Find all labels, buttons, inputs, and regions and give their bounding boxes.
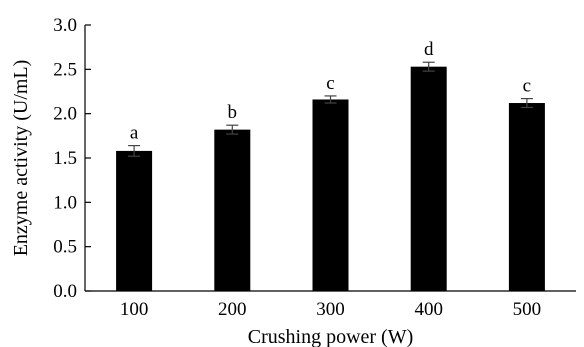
x-tick-label: 100	[120, 299, 149, 320]
bars	[116, 66, 545, 291]
significance-letter-200: b	[228, 102, 238, 123]
bar-300	[312, 99, 349, 291]
x-axis: 100 200 300 400 500	[85, 285, 576, 320]
y-tick-label: 2.0	[53, 104, 77, 125]
x-axis-title: Crushing power (W)	[248, 326, 414, 347]
bar-100	[116, 150, 153, 291]
error-bars	[128, 61, 533, 157]
y-tick-label: 2.5	[53, 59, 77, 80]
bar-200	[214, 129, 251, 291]
bar-400	[410, 66, 447, 291]
error-bar-400	[422, 61, 435, 72]
x-tick-label: 500	[513, 299, 542, 320]
y-axis: 0.0 0.5 1.0 1.5 2.0 2.5 3.0	[53, 15, 91, 302]
error-bar-100	[128, 144, 141, 157]
y-tick-label: 0.0	[53, 281, 77, 302]
error-bar-500	[520, 97, 533, 109]
y-tick-label: 1.0	[53, 192, 77, 213]
error-bar-300	[324, 95, 337, 104]
y-tick-label: 0.5	[53, 237, 77, 258]
y-tick-label: 3.0	[53, 15, 77, 36]
y-axis-title: Enzyme activity (U/mL)	[10, 60, 32, 257]
significance-letters: a b c d c	[130, 39, 531, 143]
significance-letter-300: c	[326, 73, 334, 94]
x-tick-label: 200	[218, 299, 247, 320]
significance-letter-500: c	[523, 76, 531, 97]
y-tick-label: 1.5	[53, 148, 77, 169]
bar-500	[508, 103, 545, 291]
error-bar-200	[226, 124, 239, 135]
x-tick-label: 300	[316, 299, 345, 320]
x-tick-label: 400	[414, 299, 443, 320]
significance-letter-100: a	[130, 123, 139, 144]
significance-letter-400: d	[424, 39, 434, 60]
